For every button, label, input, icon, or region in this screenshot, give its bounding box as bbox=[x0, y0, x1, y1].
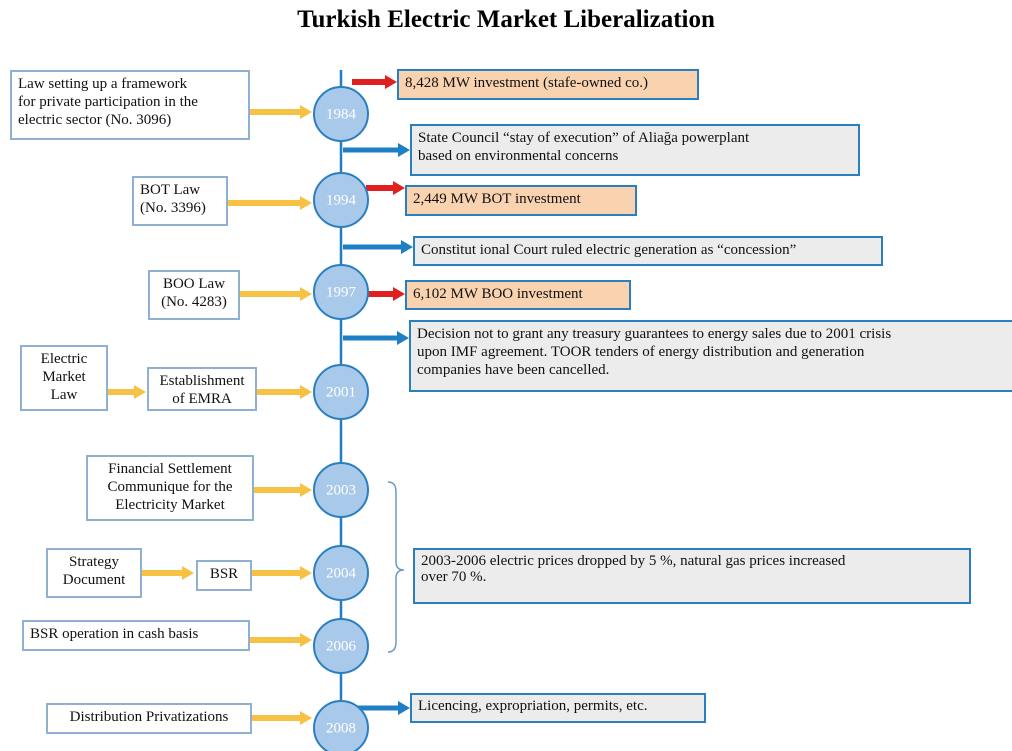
text-line: Constitut ional Court ruled electric gen… bbox=[421, 242, 797, 258]
text-line: Decision not to grant any treasury guara… bbox=[417, 326, 892, 342]
text-box: BSR bbox=[196, 560, 252, 591]
year-node bbox=[313, 364, 369, 420]
arrow-head bbox=[300, 566, 312, 580]
text-line: 6,102 MW BOO investment bbox=[413, 286, 583, 302]
arrow-head bbox=[398, 143, 410, 157]
year-node bbox=[313, 545, 369, 601]
year-node bbox=[313, 462, 369, 518]
text-line: Distribution Privatizations bbox=[69, 709, 229, 725]
arrow-head bbox=[300, 196, 312, 210]
text-line: Communique for the bbox=[107, 479, 233, 495]
text-line: over 70 %. bbox=[421, 569, 487, 585]
year-label: 2001 bbox=[326, 384, 356, 400]
text-box: 2,449 MW BOT investment bbox=[405, 185, 637, 216]
arrow-head bbox=[300, 287, 312, 301]
year-node bbox=[313, 700, 369, 751]
text-box: 2003-2006 electric prices dropped by 5 %… bbox=[413, 548, 971, 604]
text-line: Electric bbox=[40, 351, 88, 367]
text-box: Law setting up a framework for private pa… bbox=[10, 70, 250, 140]
text-box: BOO Law (No. 4283) bbox=[148, 270, 240, 320]
text-box: BOT Law (No. 3396) bbox=[132, 176, 228, 226]
year-label: 1997 bbox=[326, 284, 357, 300]
arrow-head bbox=[182, 566, 194, 580]
text-line: BSR operation in cash basis bbox=[30, 626, 199, 642]
bracket bbox=[387, 481, 405, 653]
text-line: Financial Settlement bbox=[108, 461, 232, 477]
text-box: 8,428 MW investment (stafe-owned co.) bbox=[397, 69, 699, 100]
text-line: BOO Law bbox=[162, 276, 226, 292]
text-line: BOT Law bbox=[140, 182, 201, 198]
text-box: Decision not to grant any treasury guara… bbox=[409, 320, 1012, 392]
text-box: Strategy Document bbox=[46, 548, 142, 598]
text-box: Constitut ional Court ruled electric gen… bbox=[413, 236, 883, 266]
year-label: 1994 bbox=[326, 192, 357, 208]
text-line: upon IMF agreement. TOOR tenders of ener… bbox=[417, 344, 865, 360]
text-box: Licencing, expropriation, permits, etc. bbox=[410, 693, 706, 723]
arrow-head bbox=[397, 331, 409, 345]
text-line: Law setting up a framework bbox=[18, 76, 188, 92]
text-line: Document bbox=[62, 572, 126, 588]
year-label: 2003 bbox=[326, 482, 356, 498]
text-line: Establishment bbox=[159, 373, 245, 389]
arrow-head bbox=[134, 385, 146, 399]
text-box: Electric Market Law bbox=[20, 345, 108, 411]
title: Turkish Electric Market Liberalization bbox=[297, 6, 715, 33]
text-line: electric sector (No. 3096) bbox=[18, 112, 172, 128]
arrow-head bbox=[385, 75, 397, 89]
text-box: 6,102 MW BOO investment bbox=[405, 280, 631, 310]
text-line: Strategy bbox=[69, 554, 119, 570]
year-label: 2008 bbox=[326, 720, 356, 736]
text-line: BSR bbox=[209, 566, 239, 582]
text-line: Market bbox=[42, 369, 86, 385]
text-line: Licencing, expropriation, permits, etc. bbox=[418, 698, 648, 714]
text-line: 2,449 MW BOT investment bbox=[413, 191, 581, 207]
text-line: 2003-2006 electric prices dropped by 5 %… bbox=[421, 553, 846, 569]
text-line: Law bbox=[50, 387, 78, 403]
text-line: Electricity Market bbox=[115, 497, 225, 513]
arrow-head bbox=[393, 181, 405, 195]
year-node bbox=[313, 264, 369, 320]
text-box: State Council “stay of execution” of Ali… bbox=[410, 124, 860, 176]
arrow-head bbox=[300, 711, 312, 725]
year-node bbox=[313, 618, 369, 674]
text-line: (No. 3396) bbox=[140, 200, 206, 216]
year-node bbox=[313, 86, 369, 142]
text-box: Distribution Privatizations bbox=[46, 703, 252, 734]
arrow-head bbox=[300, 483, 312, 497]
text-line: (No. 4283) bbox=[161, 294, 227, 310]
year-label: 2006 bbox=[326, 638, 357, 654]
text-line: companies have been cancelled. bbox=[417, 362, 610, 378]
arrow-head bbox=[401, 240, 413, 254]
text-line: of EMRA bbox=[172, 391, 232, 407]
text-box: Financial Settlement Communique for the El… bbox=[86, 455, 254, 521]
year-label: 2004 bbox=[326, 565, 357, 581]
text-box: BSR operation in cash basis bbox=[22, 620, 250, 651]
text-line: based on environmental concerns bbox=[418, 148, 619, 164]
arrow-head bbox=[300, 105, 312, 119]
arrow-head bbox=[398, 701, 410, 715]
text-line: State Council “stay of execution” of Ali… bbox=[418, 130, 750, 146]
text-line: for private participation in the bbox=[18, 94, 198, 110]
arrow-head bbox=[300, 633, 312, 647]
text-line: 8,428 MW investment (stafe-owned co.) bbox=[405, 75, 648, 91]
year-label: 1984 bbox=[326, 106, 357, 122]
arrow-head bbox=[300, 385, 312, 399]
year-node bbox=[313, 172, 369, 228]
arrow-head bbox=[393, 287, 405, 301]
text-box: Establishment of EMRA bbox=[147, 367, 257, 411]
